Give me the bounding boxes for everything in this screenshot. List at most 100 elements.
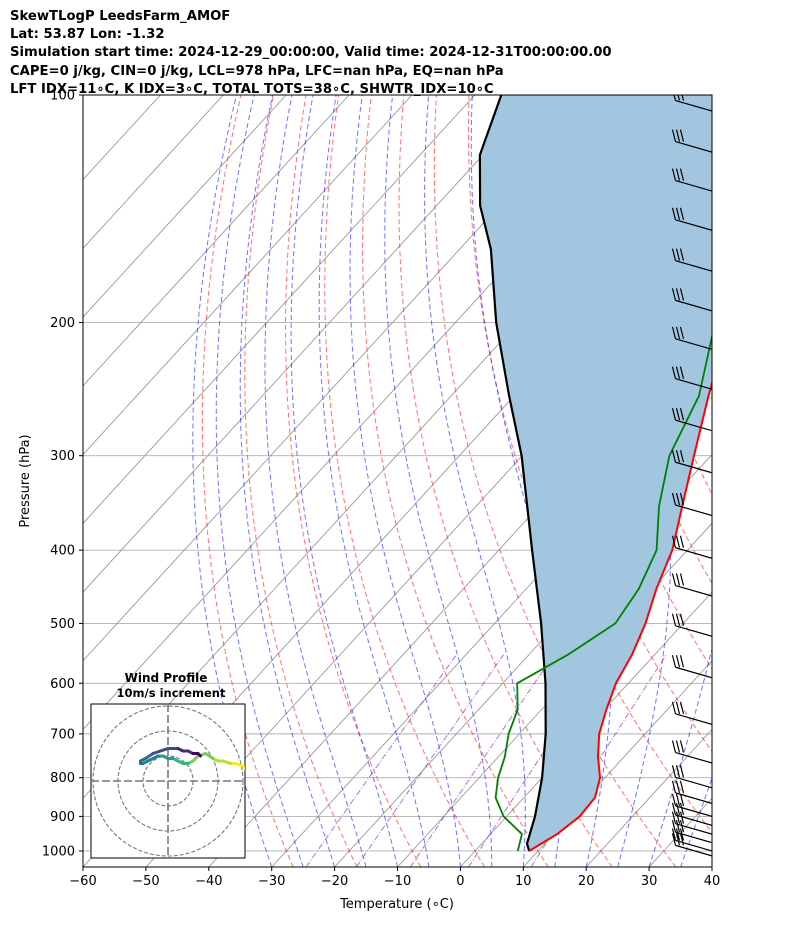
y-tick-label: 100 — [50, 89, 75, 104]
x-axis-ticks: −60 −50 −40 −30 −20 −10 0 10 20 30 40 — [69, 867, 720, 889]
wind-barb-flag — [679, 129, 685, 142]
mixing-ratio-line — [355, 654, 504, 867]
x-tick-label: −30 — [258, 874, 285, 889]
wind-barb — [671, 573, 712, 597]
wind-barb-flag — [681, 95, 685, 101]
wind-barb-flag — [671, 828, 677, 841]
x-axis-label: Temperature (∘C) — [339, 897, 454, 912]
isotherm-line — [711, 866, 712, 867]
wind-barb-flag — [677, 95, 681, 101]
wind-barb-flag — [671, 701, 677, 715]
moist-adiabat — [215, 95, 304, 867]
wind-barb-flag — [671, 326, 677, 340]
wind-barb-flag — [679, 207, 685, 220]
wind-barb-shaft — [675, 805, 712, 817]
dry-adiabat — [361, 95, 549, 867]
wind-barb-flag — [671, 366, 677, 379]
hodograph-subtitle: 10m/s increment — [117, 686, 226, 700]
wind-barb-flag — [671, 573, 677, 586]
wind-barb-shaft — [675, 219, 712, 231]
wind-barb-shaft — [675, 839, 712, 852]
wind-barb-flag — [675, 802, 681, 816]
dry-adiabat — [324, 95, 485, 867]
wind-barb-flag — [671, 168, 677, 181]
wind-barb-flag — [671, 450, 677, 463]
moist-adiabat — [470, 95, 566, 867]
wind-barb-flag — [673, 95, 677, 101]
x-tick-label: 0 — [456, 874, 464, 889]
isotherm-line — [522, 660, 712, 867]
isotherm-line — [83, 95, 350, 387]
y-tick-label: 500 — [50, 617, 75, 632]
wind-barb — [671, 802, 712, 826]
isotherm-line — [83, 95, 287, 318]
wind-barb-flag — [679, 168, 685, 181]
wind-barb-shaft — [675, 461, 712, 474]
wind-barb-flag — [679, 535, 685, 548]
wind-barb — [671, 780, 712, 804]
wind-barb — [671, 326, 712, 350]
wind-barb-flag — [679, 780, 685, 794]
wind-barb — [671, 288, 712, 312]
hodograph-trace — [144, 752, 155, 760]
wind-barb-flag — [679, 793, 685, 807]
wind-barb-flag — [679, 492, 685, 506]
y-axis-ticks: 100 200 300 400 500 600 700 800 900 1000 — [42, 89, 83, 859]
x-tick-label: 10 — [515, 874, 532, 889]
moist-adiabat — [775, 95, 794, 867]
wind-barb-flag — [675, 820, 681, 833]
wind-barb-flag — [671, 765, 677, 778]
y-tick-label: 1000 — [42, 844, 75, 859]
y-tick-label: 300 — [50, 449, 75, 464]
wind-barb-shaft — [675, 338, 712, 350]
y-tick-label: 800 — [50, 771, 75, 786]
wind-barb-flag — [671, 740, 677, 753]
wind-barb-shaft — [675, 792, 712, 804]
wind-barb — [671, 450, 712, 474]
cape-line: CAPE=0 j/kg, CIN=0 j/kg, LCL=978 hPa, LF… — [10, 63, 504, 79]
wind-barb-flag — [679, 811, 685, 824]
wind-barb-flag — [675, 326, 681, 340]
wind-barb — [671, 765, 712, 789]
wind-barb-shaft — [675, 419, 712, 432]
mixing-ratio-line — [409, 654, 555, 867]
dry-adiabat — [284, 95, 422, 867]
wind-barb-flag — [671, 492, 677, 506]
cin-shaded-area — [479, 95, 712, 851]
chart-title: SkewTLogP LeedsFarm_AMOF — [10, 9, 231, 24]
wind-barb — [671, 701, 712, 725]
dry-adiabat — [730, 95, 794, 867]
wind-barb-shaft — [675, 99, 712, 112]
wind-barb-flag — [675, 765, 681, 778]
wind-barb-flag — [675, 655, 681, 668]
wind-barb-flag — [675, 168, 681, 181]
wind-barb-shaft — [675, 814, 712, 826]
x-tick-label: −60 — [69, 874, 96, 889]
wind-barb — [671, 408, 712, 432]
wind-barb-flag — [679, 802, 685, 816]
wind-barb-flag — [671, 833, 677, 846]
wind-barb-flag — [679, 450, 685, 463]
isotherm-line — [775, 95, 794, 867]
wind-barb-flag — [671, 820, 677, 833]
dewpoint-line — [494, 332, 712, 852]
wind-barb-shaft — [675, 713, 712, 725]
x-tick-label: −40 — [195, 874, 222, 889]
wind-barb — [673, 95, 712, 112]
wind-barb-flag — [671, 811, 677, 824]
isotherm-line — [83, 95, 413, 456]
hodograph-trace — [244, 767, 245, 771]
moist-adiabat — [744, 95, 794, 867]
x-tick-label: −10 — [384, 874, 411, 889]
wind-barb-flag — [675, 811, 681, 824]
isotherm-line — [83, 95, 224, 249]
wind-barb-flag — [675, 450, 681, 463]
x-tick-label: −50 — [132, 874, 159, 889]
plot-area — [83, 95, 794, 867]
wind-barb-flag — [675, 535, 681, 548]
dry-adiabat — [467, 95, 712, 834]
wind-barb — [671, 613, 712, 637]
hodograph-inset: Wind Profile 10m/s increment — [90, 671, 246, 859]
wind-barb — [671, 129, 712, 153]
parcel-profile-line — [478, 95, 547, 852]
